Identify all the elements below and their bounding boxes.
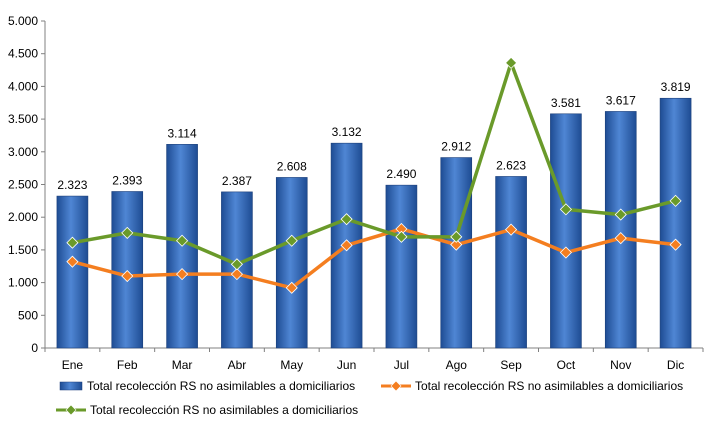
bar [385, 184, 418, 349]
legend-label: Total recolección RS no asimilables a do… [87, 379, 355, 393]
bar [111, 191, 144, 349]
series-point [340, 213, 353, 226]
series-point [669, 194, 682, 207]
series-point [559, 203, 572, 216]
x-tick-label: Abr [228, 358, 247, 372]
series-point [121, 269, 134, 283]
legend-marker [65, 404, 77, 416]
series-point [450, 230, 463, 243]
bar-data-label: 2.912 [441, 140, 471, 154]
x-tick-label: Jun [337, 358, 356, 372]
legend-item: Total recolección RS no asimilables a do… [381, 379, 683, 393]
legend-marker [390, 380, 402, 392]
series-point [121, 226, 134, 239]
series-point [230, 268, 243, 281]
axes: 0 500 1.000 1.500 2.000 2.500 3.000 3.500 4.000 4… [8, 14, 704, 372]
bar [604, 111, 637, 349]
series-point [669, 238, 682, 251]
series-point [66, 236, 79, 249]
bar [440, 157, 473, 349]
series-point [285, 281, 298, 294]
legend-item: Total recolección RS no asimilables a do… [56, 403, 358, 417]
y-tick-label: 2.500 [8, 178, 38, 192]
series-point [505, 223, 518, 236]
legend-item: Total recolección RS no asimilables a do… [59, 379, 355, 393]
legend-label: Total recolección RS no asimilables a do… [90, 403, 358, 417]
series-point [340, 239, 353, 252]
x-tick-label: Sep [500, 358, 522, 372]
bar-data-label: 3.819 [661, 80, 691, 94]
series-point [176, 234, 189, 247]
bar-data-label: 2.608 [277, 159, 307, 173]
x-tick-label: Mar [172, 358, 193, 372]
y-tick-label: 0 [31, 341, 38, 355]
series-line [72, 61, 677, 267]
bar-data-label: 2.323 [57, 178, 87, 192]
bar-data-label: 3.617 [606, 93, 636, 107]
y-tick-label: 2.000 [8, 210, 38, 224]
series-point [450, 238, 463, 251]
data-labels: 2.323 2.393 3.114 2.387 2.608 3.132 2.490 2.912… [57, 80, 691, 192]
x-tick-label: Oct [557, 358, 576, 372]
bar [495, 176, 527, 349]
y-tick-label: 4.000 [8, 79, 38, 93]
legend-bar-swatch [59, 381, 83, 391]
bar-data-label: 3.114 [168, 126, 197, 140]
bar-data-label: 2.623 [496, 158, 526, 172]
y-tick-label: 5.000 [8, 14, 38, 28]
bar-data-label: 2.387 [222, 174, 252, 188]
series-point [230, 258, 243, 271]
bar-series [56, 97, 692, 349]
x-tick-label: Nov [610, 358, 631, 372]
y-tick-label: 4.500 [8, 47, 38, 61]
series-point [614, 232, 627, 245]
series-point [285, 234, 298, 247]
bar [659, 97, 692, 349]
y-tick-label: 1.500 [8, 243, 38, 257]
x-tick-label: Ene [62, 358, 84, 372]
x-tick-label: Jul [394, 358, 409, 372]
bar-data-label: 2.393 [112, 173, 142, 187]
series-line [71, 227, 676, 290]
y-tick-label: 3.500 [8, 112, 38, 126]
bar [275, 177, 308, 349]
y-tick-label: 1.000 [8, 276, 38, 290]
x-tick-label: Feb [117, 358, 138, 372]
bar-data-label: 3.581 [551, 96, 581, 110]
series-point [176, 268, 189, 281]
y-tick-label: 3.000 [8, 145, 38, 159]
series-point [505, 56, 518, 69]
bar-data-label: 2.490 [386, 167, 416, 181]
line-series [66, 56, 682, 294]
x-tick-label: Ago [446, 358, 468, 372]
x-tick-label: May [280, 358, 303, 372]
y-tick-label: 500 [18, 308, 38, 322]
series-point [395, 230, 408, 243]
bar [550, 113, 582, 349]
bar-data-label: 3.132 [332, 125, 362, 139]
legend-label: Total recolección RS no asimilables a do… [415, 379, 683, 393]
series-point [614, 208, 627, 221]
x-tick-label: Dic [667, 358, 684, 372]
legend: Total recolección RS no asimilables a do… [56, 379, 683, 417]
series-point [559, 246, 572, 259]
series-point [66, 255, 79, 268]
bar [56, 195, 89, 349]
